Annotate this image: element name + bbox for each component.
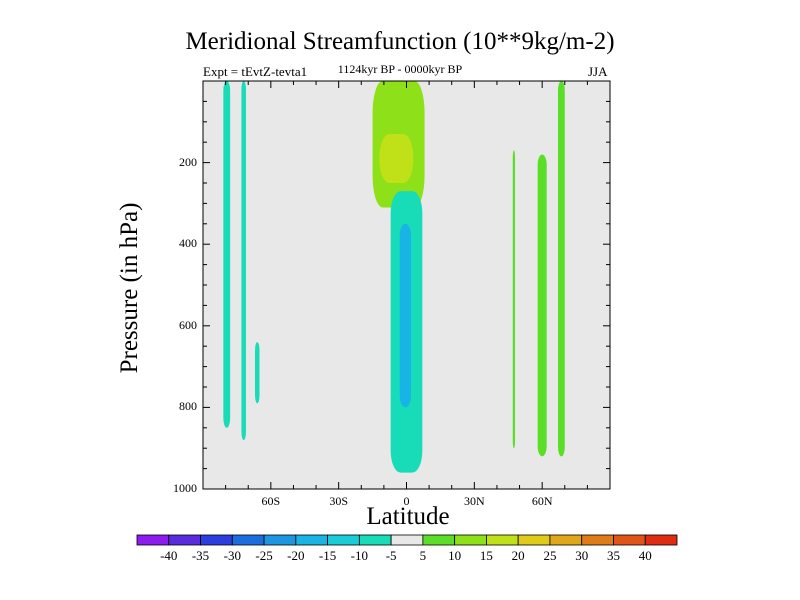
colorbar-label: -20: [287, 548, 305, 563]
colorbar-swatch: [390, 534, 424, 546]
x-tick-label: 60S: [261, 494, 281, 508]
colorbar-label: -10: [350, 548, 369, 563]
cell-upper-tropics-core: [379, 134, 414, 183]
x-tick-label: 30N: [463, 494, 485, 508]
y-tick-label: 600: [179, 317, 197, 332]
colorbar-label: 5: [419, 548, 427, 563]
y-tick-label: 400: [179, 236, 197, 251]
y-tick-label: 1000: [173, 481, 197, 495]
chart-title: Meridional Streamfunction (10**9kg/m-2): [185, 28, 615, 55]
colorbar-label: -15: [318, 548, 337, 563]
x-tick-label: 30S: [329, 494, 348, 508]
x-tick-label: 60N: [531, 494, 553, 508]
colorbar-swatch: [327, 534, 360, 546]
y-tick-label: 200: [179, 154, 197, 169]
colorbar-label: -40: [160, 548, 178, 563]
experiment-label: Expt = tEvtZ-tevta1: [203, 64, 308, 79]
colorbar-label: 30: [575, 548, 589, 563]
cell-50n-thin: [512, 150, 516, 449]
colorbar-label: 35: [606, 548, 620, 563]
cell-equatorial-core: [399, 223, 412, 408]
colorbar-swatch: [168, 534, 201, 546]
cell-70n-positive: [557, 81, 565, 457]
cell-60s-narrow-strip: [241, 81, 246, 441]
cell-60n-positive: [537, 154, 547, 457]
colorbar-swatch: [549, 534, 583, 546]
colorbar-swatch: [358, 534, 392, 546]
colorbar-swatch: [644, 534, 678, 546]
colorbar-label: 20: [511, 548, 525, 563]
season-label: JJA: [588, 64, 608, 79]
colorbar-label: -25: [255, 548, 273, 563]
colorbar-label: 10: [448, 548, 462, 563]
colorbar-swatch: [422, 534, 456, 546]
colorbar-label: 25: [543, 548, 557, 563]
colorbar-label: -5: [385, 548, 397, 563]
colorbar-swatch: [231, 534, 265, 546]
colorbar-swatch: [454, 534, 487, 546]
x-axis-label: Latitude: [366, 503, 450, 530]
colorbar-swatch: [295, 534, 328, 546]
period-label: 1124kyr BP - 0000kyr BP: [337, 62, 463, 76]
colorbar-label: -35: [191, 548, 210, 563]
colorbar-swatch: [517, 534, 551, 546]
cell-60s-negative-band: [223, 81, 231, 428]
cell-60s-small: [255, 342, 260, 404]
colorbar-label: 40: [638, 548, 652, 563]
colorbar-swatch: [136, 534, 170, 546]
colorbar-swatch: [581, 534, 614, 546]
colorbar-swatch: [263, 534, 297, 546]
colorbar-swatch: [486, 534, 519, 546]
colorbar-label: -30: [223, 548, 241, 563]
colorbar-swatch: [200, 534, 233, 546]
colorbar-swatch: [613, 534, 646, 546]
x-tick-label: 0: [403, 494, 410, 508]
y-tick-label: 800: [179, 399, 197, 414]
colorbar-label: 15: [479, 548, 493, 563]
